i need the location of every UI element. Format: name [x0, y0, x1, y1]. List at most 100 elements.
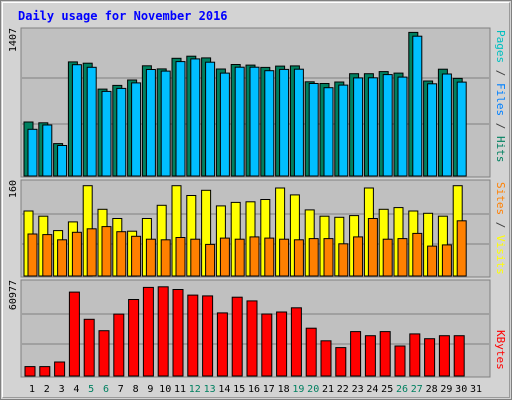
bar-sites-day-23 [353, 236, 364, 277]
x-tick-label: 14 [218, 384, 230, 395]
bar-kbytes-day-13 [202, 295, 214, 377]
bar-files-day-6 [101, 90, 112, 177]
bar-files-day-20 [308, 83, 319, 177]
x-tick-label: 27 [411, 384, 423, 395]
bar-sites-day-30 [456, 220, 467, 277]
bar-sites-day-19 [293, 239, 304, 277]
bar-kbytes-day-10 [157, 286, 169, 377]
bar-sites-day-8 [131, 235, 142, 277]
bar-sites-day-18 [279, 238, 290, 277]
bar-sites-day-2 [42, 234, 53, 277]
x-tick-label: 8 [133, 384, 139, 395]
bar-kbytes-day-28 [424, 338, 436, 377]
bar-kbytes-day-20 [305, 327, 317, 377]
bar-sites-day-20 [308, 238, 319, 277]
bar-kbytes-day-18 [276, 311, 288, 377]
bar-sites-day-22 [338, 243, 349, 277]
bar-kbytes-day-25 [379, 331, 391, 377]
x-tick-label: 20 [307, 384, 319, 395]
legend-separator: / [494, 63, 507, 83]
bar-files-day-11 [175, 61, 186, 177]
bar-sites-day-26 [397, 238, 408, 277]
bar-kbytes-day-4 [68, 291, 80, 377]
x-tick-label: 12 [189, 384, 201, 395]
bar-sites-day-7 [116, 231, 127, 277]
bar-kbytes-day-22 [335, 347, 347, 377]
bar-sites-day-15 [234, 238, 245, 277]
bar-files-day-18 [279, 68, 290, 177]
bar-files-day-5 [86, 66, 97, 177]
bar-kbytes-day-3 [54, 361, 66, 377]
bar-sites-day-6 [101, 226, 112, 277]
legend-sites: Sites [494, 182, 507, 215]
x-tick-label: 18 [278, 384, 290, 395]
bar-files-day-15 [234, 66, 245, 177]
legend-separator: / [494, 116, 507, 136]
x-tick-label: 4 [73, 384, 79, 395]
bar-files-day-26 [397, 76, 408, 177]
x-tick-label: 11 [174, 384, 186, 395]
legend-kbytes: KBytes [494, 330, 507, 370]
bar-kbytes-day-12 [187, 294, 199, 377]
chart-title: Daily usage for November 2016 [18, 9, 228, 23]
bar-files-day-19 [293, 68, 304, 177]
bar-kbytes-day-15 [231, 296, 243, 377]
x-tick-label: 31 [470, 384, 482, 395]
bar-files-day-13 [205, 61, 216, 177]
bar-files-day-4 [71, 64, 82, 177]
x-tick-label: 13 [204, 384, 216, 395]
x-tick-label: 22 [337, 384, 349, 395]
bar-sites-day-24 [367, 218, 378, 277]
x-tick-label: 23 [352, 384, 364, 395]
bar-sites-day-10 [160, 239, 171, 277]
bar-sites-day-9 [145, 238, 156, 277]
bar-files-day-30 [456, 81, 467, 177]
bar-kbytes-day-27 [409, 333, 421, 377]
bar-kbytes-day-5 [83, 318, 95, 377]
x-axis-day-labels: 1 2 3 4 5 6 7 8 9 10 11 12 13 14 15 16 17 18 19 20 21 22 23 24 2… [29, 384, 482, 395]
panel-visits-sites-legend: Sites / Visits [494, 182, 507, 275]
panel-visits-sites-max-label: 160 [8, 180, 19, 198]
x-tick-label: 2 [44, 384, 50, 395]
bar-files-day-21 [323, 87, 334, 177]
x-tick-label: 1 [29, 384, 35, 395]
bar-kbytes-day-11 [172, 289, 184, 377]
legend-hits: Hits [494, 136, 507, 163]
bar-kbytes-day-26 [394, 345, 406, 377]
bar-files-day-16 [249, 66, 260, 177]
bar-kbytes-day-9 [142, 286, 154, 377]
bar-files-day-12 [190, 58, 201, 177]
legend-visits: Visits [494, 235, 507, 275]
bar-files-day-25 [382, 74, 393, 177]
bar-files-day-17 [264, 70, 275, 177]
x-tick-label: 28 [426, 384, 438, 395]
x-tick-label: 30 [455, 384, 467, 395]
bar-files-day-29 [441, 73, 452, 177]
legend-pages: Pages [494, 30, 507, 63]
bar-kbytes-day-30 [453, 335, 465, 377]
bar-kbytes-day-17 [261, 313, 273, 377]
bar-sites-day-27 [412, 232, 423, 277]
bar-kbytes-day-2 [39, 366, 51, 377]
bar-files-day-9 [145, 69, 156, 177]
bar-sites-day-11 [175, 237, 186, 277]
legend-separator: / [494, 215, 507, 235]
bar-sites-day-4 [71, 231, 82, 277]
bar-sites-day-28 [427, 245, 438, 277]
x-tick-label: 9 [147, 384, 153, 395]
bar-sites-day-29 [441, 244, 452, 277]
x-tick-label: 15 [233, 384, 245, 395]
bar-files-day-2 [42, 124, 53, 177]
bar-sites-day-5 [86, 228, 97, 277]
bar-sites-day-17 [264, 237, 275, 277]
bar-kbytes-day-16 [246, 300, 258, 377]
bar-sites-day-1 [27, 233, 38, 277]
bar-files-day-28 [427, 83, 438, 177]
x-tick-label: 19 [292, 384, 304, 395]
x-tick-label: 26 [396, 384, 408, 395]
x-tick-label: 10 [159, 384, 171, 395]
bar-files-day-10 [160, 70, 171, 177]
x-tick-label: 5 [88, 384, 94, 395]
